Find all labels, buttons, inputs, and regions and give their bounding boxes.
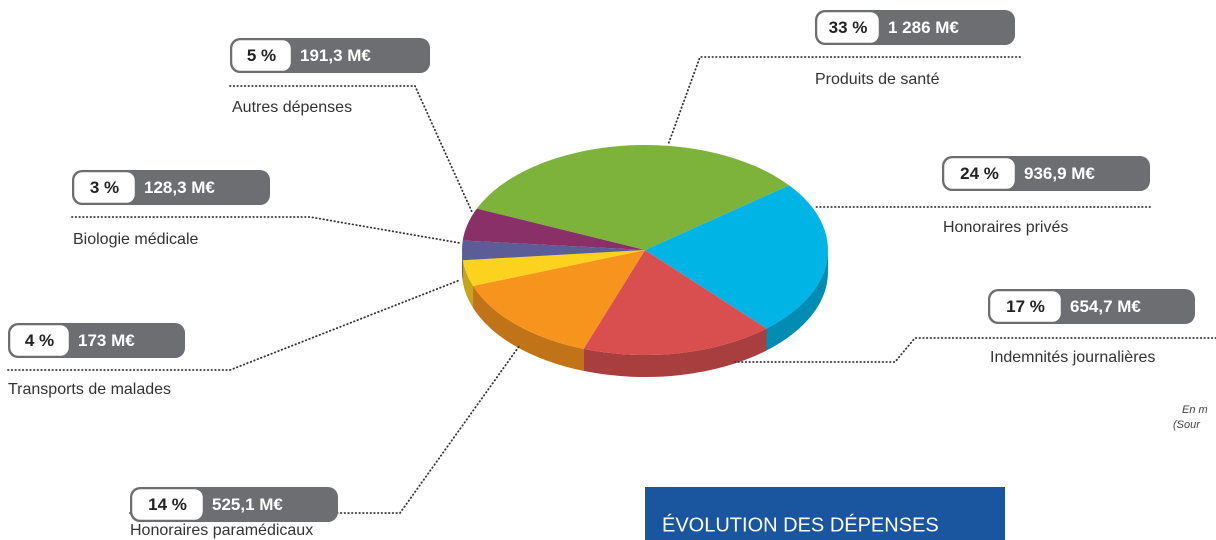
- category-label: Honoraires privés: [943, 219, 1068, 236]
- pie: [461, 145, 829, 377]
- label-pct-box: [942, 156, 1017, 191]
- slice: [461, 240, 645, 261]
- slice: [476, 145, 790, 250]
- slice: [473, 250, 645, 349]
- category-label: Transports de malades: [8, 381, 171, 398]
- amount-label: 525,1 M€: [212, 495, 283, 514]
- label-pct-box: [72, 170, 137, 205]
- percent-label: 33 %: [829, 18, 868, 37]
- amount-label: 191,3 M€: [300, 46, 371, 65]
- category-label: Produits de santé: [815, 71, 940, 88]
- slice-label: 24 % 936,9 M€ Honoraires privés: [814, 156, 1151, 236]
- leader-line: [667, 56, 1021, 146]
- amount-label: 128,3 M€: [144, 178, 215, 197]
- slice: [645, 185, 829, 329]
- amount-label: 173 M€: [78, 331, 135, 350]
- slice-side: [473, 285, 584, 371]
- note: (Sour: [1173, 419, 1201, 431]
- slice-label: 14 % 525,1 M€ Honoraires paramédicaux: [129, 344, 521, 539]
- percent-label: 24 %: [960, 164, 999, 183]
- label-pct-box: [988, 289, 1063, 324]
- section-heading-box: [645, 487, 1005, 540]
- amount-label: 654,7 M€: [1070, 297, 1141, 316]
- label-pct-box: [815, 10, 881, 45]
- amount-label: 1 286 M€: [888, 18, 959, 37]
- slice: [583, 250, 767, 355]
- amount-label: 936,9 M€: [1024, 164, 1095, 183]
- label-pct-box: [130, 487, 205, 522]
- percent-label: 4 %: [25, 331, 54, 350]
- slice-side: [462, 250, 463, 283]
- slice-side: [462, 260, 474, 308]
- category-label: Honoraires paramédicaux: [130, 522, 313, 539]
- label-pct-box: [8, 323, 71, 358]
- percent-label: 17 %: [1006, 297, 1045, 316]
- leader-line: [229, 85, 473, 213]
- leader-line: [71, 216, 461, 244]
- slice: [462, 250, 645, 286]
- slice-label: 4 % 173 M€ Transports de malades: [7, 279, 461, 398]
- slice-label: 33 % 1 286 M€ Produits de santé: [667, 10, 1021, 146]
- leader-line: [7, 279, 461, 371]
- slice-label: 5 % 191,3 M€ Autres dépenses: [229, 38, 473, 213]
- category-label: Biologie médicale: [73, 231, 199, 248]
- slice-label: 17 % 654,7 M€ Indemnités journalières: [734, 289, 1216, 366]
- percent-label: 3 %: [90, 178, 119, 197]
- category-label: Autres dépenses: [232, 99, 352, 116]
- note: En m: [1182, 404, 1208, 416]
- slice-label: 3 % 128,3 M€ Biologie médicale: [71, 170, 461, 248]
- percent-label: 5 %: [247, 46, 276, 65]
- slice-side: [766, 250, 828, 351]
- slice: [462, 208, 645, 250]
- label-pct-box: [230, 38, 293, 73]
- category-label: Indemnités journalières: [990, 349, 1155, 366]
- section-heading: ÉVOLUTION DES DÉPENSES: [662, 513, 939, 536]
- percent-label: 14 %: [148, 495, 187, 514]
- slice-side: [583, 328, 767, 377]
